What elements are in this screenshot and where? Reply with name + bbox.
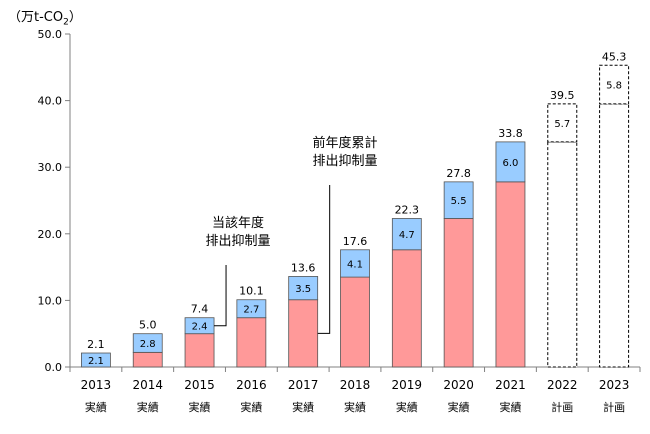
increment-data-label: 5.8 (606, 81, 622, 92)
bar-current (340, 249, 370, 278)
bar-cumulative (495, 181, 526, 368)
bar-cumulative (288, 299, 319, 368)
total-data-label: 13.6 (291, 261, 316, 274)
bar-cumulative-planned (599, 103, 630, 368)
x-tick-label: 2015 (184, 378, 215, 392)
x-sublabel: 計画 (603, 400, 625, 414)
total-data-label: 27.8 (446, 167, 471, 180)
annotation-label: 前年度累計 (312, 135, 377, 151)
x-tick-label: 2021 (495, 378, 526, 392)
x-sublabel: 実績 (344, 400, 366, 414)
unit-close: ） (68, 10, 82, 25)
increment-data-label: 5.5 (451, 196, 467, 207)
bar-current-planned (599, 64, 630, 105)
x-sublabel: 計画 (551, 400, 573, 414)
increment-data-label: 2.1 (88, 356, 104, 367)
x-tick-label: 2017 (288, 378, 319, 392)
annotation-leader-line (214, 265, 227, 327)
bar-cumulative (184, 333, 215, 368)
bar-current (443, 181, 474, 219)
x-sublabel: 実績 (189, 400, 211, 414)
x-sublabel: 実績 (448, 400, 470, 414)
annotation-label: 排出抑制量 (205, 234, 270, 249)
bar-current (132, 333, 163, 353)
x-tick-label: 2019 (392, 378, 423, 392)
bar-cumulative (443, 218, 474, 368)
increment-data-label: 6.0 (503, 158, 519, 169)
x-tick-label: 2016 (236, 378, 267, 392)
increment-data-label: 2.7 (243, 305, 259, 316)
x-sublabel: 実績 (137, 400, 159, 414)
y-tick-label: 30.0 (38, 161, 63, 174)
x-tick-label: 2022 (547, 378, 578, 392)
bar-current (236, 299, 267, 319)
total-data-label: 10.1 (239, 285, 264, 298)
bar-current (288, 276, 319, 301)
bar-current (391, 218, 422, 251)
annotation-leader-line (317, 185, 331, 334)
bar-current-planned (547, 103, 578, 143)
total-data-label: 5.0 (139, 319, 157, 332)
x-sublabel: 実績 (240, 400, 262, 414)
annotation-label: 当該年度 (212, 215, 264, 231)
total-data-label: 45.3 (602, 50, 627, 63)
bar-cumulative (391, 249, 422, 368)
increment-data-label: 3.5 (295, 284, 311, 295)
y-tick-label: 20.0 (38, 228, 63, 241)
total-data-label: 7.4 (191, 303, 209, 316)
x-sublabel: 実績 (292, 400, 314, 414)
x-tick-label: 2014 (132, 378, 163, 392)
total-data-label: 2.1 (87, 338, 105, 351)
unit-subscript: 2 (63, 17, 69, 28)
bar-cumulative (132, 351, 163, 368)
bar-cumulative (340, 276, 370, 368)
total-data-label: 17.6 (343, 235, 368, 248)
y-axis-unit-label: （万t-CO2） (8, 6, 82, 28)
increment-data-label: 4.7 (399, 230, 415, 241)
increment-data-label: 2.8 (140, 339, 156, 350)
y-tick-label: 10.0 (38, 294, 63, 307)
x-tick-label: 2020 (443, 378, 474, 392)
bar-cumulative-planned (547, 141, 578, 368)
total-data-label: 22.3 (395, 203, 420, 216)
unit-text: （万t-CO (8, 10, 64, 25)
increment-data-label: 4.1 (347, 259, 363, 270)
x-tick-label: 2013 (81, 378, 112, 392)
x-tick-label: 2018 (340, 378, 371, 392)
x-sublabel: 実績 (499, 400, 521, 414)
y-tick-label: 40.0 (38, 95, 63, 108)
x-sublabel: 実績 (396, 400, 418, 414)
total-data-label: 39.5 (550, 89, 575, 102)
bar-current (81, 352, 111, 368)
y-tick-label: 0.0 (45, 361, 63, 374)
total-data-label: 33.8 (498, 127, 523, 140)
bar-cumulative (236, 317, 267, 368)
annotation-label: 排出抑制量 (312, 154, 377, 169)
x-sublabel: 実績 (85, 400, 107, 414)
y-tick-label: 50.0 (38, 28, 63, 41)
increment-data-label: 2.4 (192, 322, 208, 333)
increment-data-label: 5.7 (554, 119, 570, 130)
bar-current (495, 141, 526, 183)
x-tick-label: 2023 (599, 378, 630, 392)
